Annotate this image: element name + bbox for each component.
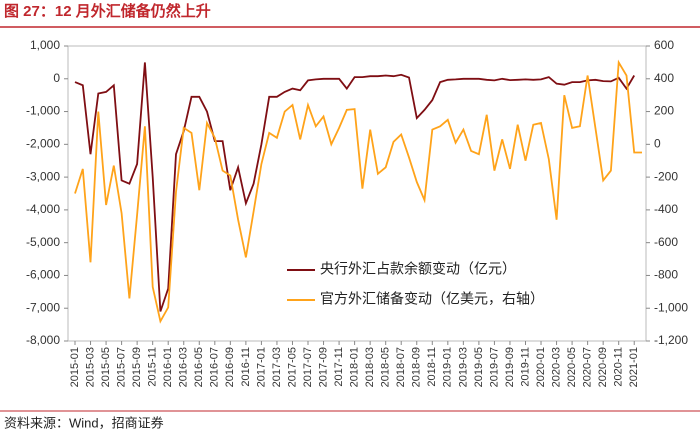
y2-tick-label: 200 [654, 104, 674, 118]
x-tick-label: 2018-09 [411, 347, 423, 387]
x-tick-label: 2018-01 [349, 347, 361, 387]
y-tick-label: -4,000 [26, 202, 60, 216]
y-tick-label: 1,000 [30, 38, 60, 52]
series-line [74, 62, 635, 312]
x-tick-label: 2015-09 [131, 347, 143, 387]
x-tick-label: 2020-09 [597, 347, 609, 387]
x-tick-label: 2017-11 [333, 347, 345, 387]
x-tick-label: 2019-05 [473, 347, 485, 387]
y2-tick-label: -400 [654, 202, 678, 216]
chart-title: 图 27：12 月外汇储备仍然上升 [4, 2, 211, 20]
y-tick-label: -8,000 [26, 333, 60, 347]
y-tick-label: 0 [53, 71, 60, 85]
x-tick-label: 2016-03 [178, 347, 190, 387]
x-tick-label: 2015-01 [69, 347, 81, 387]
x-tick-label: 2018-07 [395, 347, 407, 387]
x-tick-label: 2017-09 [317, 347, 329, 387]
legend-label: 官方外汇储备变动（亿美元，右轴） [320, 291, 544, 307]
x-tick-label: 2016-11 [240, 347, 252, 387]
y2-tick-label: -200 [654, 169, 678, 183]
x-tick-label: 2020-03 [550, 347, 562, 387]
plot-frame [67, 45, 647, 342]
x-tick-label: 2016-07 [209, 347, 221, 387]
legend-label: 央行外汇占款余额变动（亿元） [320, 261, 516, 277]
x-tick-label: 2019-01 [442, 347, 454, 387]
x-tick-label: 2018-05 [380, 347, 392, 387]
y2-tick-label: 0 [654, 137, 661, 151]
x-tick-label: 2019-03 [457, 347, 469, 387]
y2-tick-label: -600 [654, 235, 678, 249]
x-tick-label: 2018-03 [364, 347, 376, 387]
x-tick-label: 2020-11 [613, 347, 625, 387]
x-tick-label: 2015-05 [100, 347, 112, 387]
x-tick-label: 2019-07 [488, 347, 500, 387]
x-tick-label: 2020-01 [535, 347, 547, 387]
x-tick-label: 2016-09 [224, 347, 236, 387]
y2-tick-label: -1,000 [654, 300, 688, 314]
y-tick-label: -3,000 [26, 169, 60, 183]
x-tick-label: 2020-05 [566, 347, 578, 387]
y2-tick-label: -1,200 [654, 333, 688, 347]
y2-tick-label: 400 [654, 71, 674, 85]
source: 资料来源：Wind，招商证券 [4, 415, 164, 430]
y-tick-label: -6,000 [26, 268, 60, 282]
x-tick-label: 2017-05 [286, 347, 298, 387]
y2-tick-label: 600 [654, 38, 674, 52]
x-tick-label: 2015-03 [84, 347, 96, 387]
x-tick-label: 2019-09 [504, 347, 516, 387]
x-tick-label: 2016-05 [193, 347, 205, 387]
x-tick-label: 2017-01 [255, 347, 267, 387]
x-tick-label: 2018-11 [426, 347, 438, 387]
x-tick-label: 2017-07 [302, 347, 314, 387]
x-tick-label: 2016-01 [162, 347, 174, 387]
y-tick-label: -2,000 [26, 137, 60, 151]
x-tick-label: 2019-11 [519, 347, 531, 387]
series-line [74, 59, 642, 324]
y-tick-label: -7,000 [26, 300, 60, 314]
x-tick-label: 2015-11 [147, 347, 159, 387]
x-tick-label: 2021-01 [628, 347, 640, 387]
x-tick-label: 2015-07 [116, 347, 128, 387]
y-tick-label: -1,000 [26, 104, 60, 118]
y2-tick-label: -800 [654, 268, 678, 282]
x-tick-label: 2020-07 [582, 347, 594, 387]
y-tick-label: -5,000 [26, 235, 60, 249]
x-tick-label: 2017-03 [271, 347, 283, 387]
